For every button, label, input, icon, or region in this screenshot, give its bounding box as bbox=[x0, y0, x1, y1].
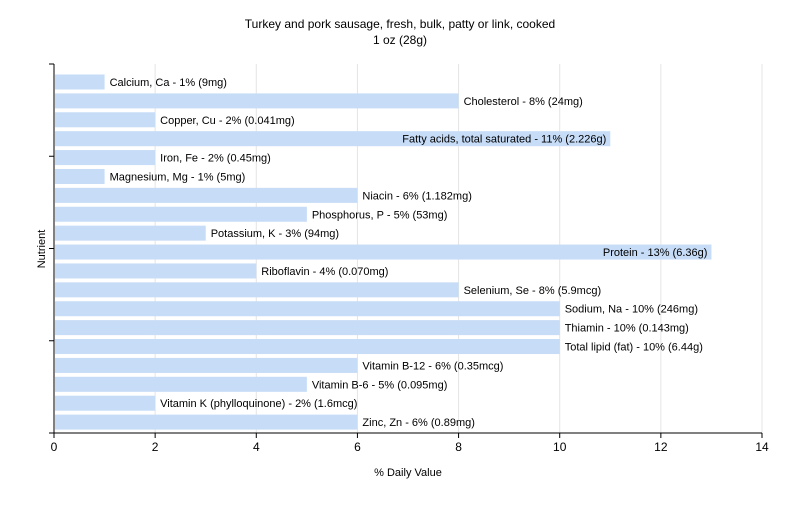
bar-label-12: Sodium, Na - 10% (246mg) bbox=[565, 304, 698, 316]
chart-title: Turkey and pork sausage, fresh, bulk, pa… bbox=[245, 17, 555, 31]
bar-0 bbox=[55, 74, 105, 90]
x-tick-label-8: 8 bbox=[455, 440, 462, 454]
bar-2 bbox=[55, 112, 156, 128]
x-tick-label-6: 6 bbox=[354, 440, 361, 454]
x-tick-label-14: 14 bbox=[755, 440, 769, 454]
x-tick-label-2: 2 bbox=[152, 440, 159, 454]
bar-label-7: Phosphorus, P - 5% (53mg) bbox=[312, 209, 448, 221]
axes: 0 2 4 6 8 10 12 14 bbox=[49, 63, 769, 454]
bar-label-1: Cholesterol - 8% (24mg) bbox=[464, 96, 583, 108]
bar-label-18: Zinc, Zn - 6% (0.89mg) bbox=[362, 417, 474, 429]
bar-13 bbox=[55, 320, 560, 336]
bar-label-16: Vitamin B-6 - 5% (0.095mg) bbox=[312, 379, 448, 391]
y-axis-label: Nutrient bbox=[36, 230, 48, 269]
bar-9 bbox=[55, 244, 712, 260]
x-tick-label-12: 12 bbox=[654, 440, 668, 454]
bar-label-11: Selenium, Se - 8% (5.9mcg) bbox=[464, 285, 602, 297]
bar-11 bbox=[55, 282, 459, 298]
bar-label-2: Copper, Cu - 2% (0.041mg) bbox=[160, 115, 295, 127]
x-tick-label-4: 4 bbox=[253, 440, 260, 454]
bar-15 bbox=[55, 357, 358, 373]
bar-label-0: Calcium, Ca - 1% (9mg) bbox=[110, 77, 227, 89]
bar-4 bbox=[55, 150, 156, 166]
bar-1 bbox=[55, 93, 459, 109]
bar-14 bbox=[55, 339, 560, 355]
bar-17 bbox=[55, 395, 156, 411]
x-axis-label: % Daily Value bbox=[374, 467, 442, 479]
bar-label-10: Riboflavin - 4% (0.070mg) bbox=[261, 266, 388, 278]
bar-label-17: Vitamin K (phylloquinone) - 2% (1.6mcg) bbox=[160, 398, 357, 410]
bars: Calcium, Ca - 1% (9mg) Cholesterol - 8% (… bbox=[55, 74, 712, 430]
bar-16 bbox=[55, 376, 307, 392]
bar-label-6: Niacin - 6% (1.182mg) bbox=[362, 190, 471, 202]
bar-12 bbox=[55, 301, 560, 317]
bar-3 bbox=[55, 131, 611, 147]
bar-label-5: Magnesium, Mg - 1% (5mg) bbox=[110, 171, 246, 183]
x-tick-label-10: 10 bbox=[553, 440, 567, 454]
bar-label-14: Total lipid (fat) - 10% (6.44g) bbox=[565, 342, 703, 354]
bar-7 bbox=[55, 206, 307, 222]
bar-5 bbox=[55, 168, 105, 184]
bar-6 bbox=[55, 187, 358, 203]
bar-label-4: Iron, Fe - 2% (0.45mg) bbox=[160, 153, 271, 165]
bar-label-3: Fatty acids, total saturated - 11% (2.22… bbox=[402, 134, 606, 146]
bar-8 bbox=[55, 225, 206, 241]
bar-18 bbox=[55, 414, 358, 430]
bar-label-13: Thiamin - 10% (0.143mg) bbox=[565, 323, 689, 335]
bar-label-8: Potassium, K - 3% (94mg) bbox=[211, 228, 339, 240]
chart-subtitle: 1 oz (28g) bbox=[373, 33, 427, 47]
bar-label-9: Protein - 13% (6.36g) bbox=[603, 247, 708, 259]
x-tick-label-0: 0 bbox=[51, 440, 58, 454]
bar-label-15: Vitamin B-12 - 6% (0.35mcg) bbox=[362, 360, 503, 372]
bar-10 bbox=[55, 263, 257, 279]
